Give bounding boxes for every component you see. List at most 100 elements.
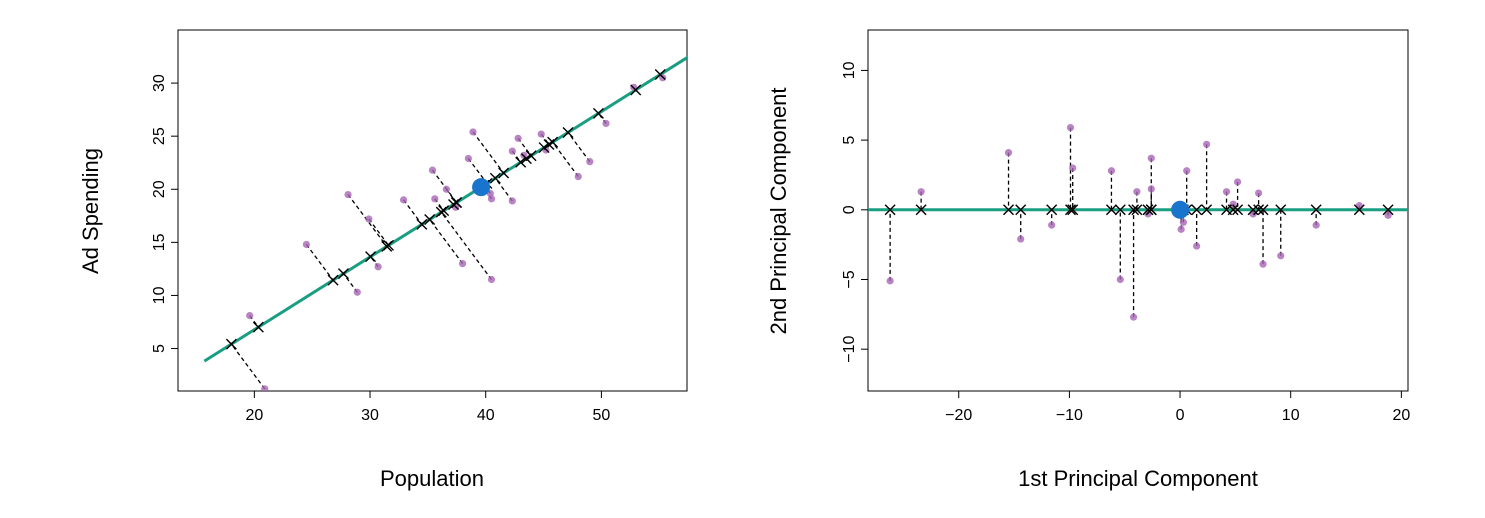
data-point: [508, 197, 516, 205]
projected-point-x-marker: [1065, 204, 1076, 216]
projected-point-x-marker: [1382, 204, 1394, 216]
projected-point-x-marker: [1275, 204, 1287, 216]
data-point: [1066, 123, 1075, 132]
data-point: [442, 185, 450, 193]
data-point: [374, 263, 382, 271]
projection-dashed-line: [552, 141, 579, 177]
projection-dashed-line: [230, 343, 266, 390]
left-panel-population-vs-ad-spending: Population Ad Spending 20 30 40 50 5 10 15 20 25…: [78, 29, 688, 491]
projected-point-x-marker: [1128, 204, 1140, 216]
data-point: [469, 128, 477, 136]
projection-dashed-line: [347, 194, 388, 247]
projected-point-x-marker: [630, 84, 642, 96]
projected-point-x-marker: [450, 197, 462, 209]
projected-point-x-marker: [252, 321, 264, 333]
projection-dashed-line: [368, 218, 390, 246]
projected-point-x-marker: [1253, 204, 1265, 216]
data-point: [1222, 188, 1231, 196]
projection-dashed-line: [403, 199, 423, 225]
projected-point-x-marker: [562, 126, 574, 138]
projected-point-x-marker: [1067, 204, 1079, 216]
x-tick-label: 20: [245, 407, 263, 424]
y-axis-label: 2nd Principal Component: [766, 87, 791, 334]
projected-point-x-marker: [1105, 204, 1117, 216]
projection-dashed-line: [472, 131, 505, 174]
projected-point-x-marker: [365, 251, 377, 263]
y-tick-label: 10: [841, 61, 858, 79]
projected-point-x-marker: [435, 206, 447, 218]
x-axis-label: 1st Principal Component: [1018, 466, 1258, 491]
mean-point: [472, 178, 491, 197]
y-tick-label: 10: [151, 286, 168, 304]
x-tick-label: 0: [1176, 407, 1185, 424]
right-panel-principal-components: 1st Principal Component 2nd Principal Co…: [766, 29, 1410, 491]
projected-point-x-marker: [1015, 204, 1027, 216]
data-point: [464, 154, 472, 163]
x-tick-label: 30: [361, 407, 379, 424]
projected-point-x-marker: [1142, 204, 1154, 216]
data-point: [917, 188, 925, 196]
data-point: [458, 259, 467, 268]
data-point: [586, 158, 594, 166]
data-point: [1259, 260, 1267, 268]
projected-point-x-marker: [1353, 204, 1365, 216]
data-point: [537, 130, 545, 138]
data-point: [1133, 188, 1141, 196]
projection-dashed-line: [467, 158, 488, 184]
projected-point-x-marker: [1046, 204, 1058, 216]
projected-point-x-marker: [448, 198, 460, 210]
projected-point-x-marker: [1227, 204, 1239, 216]
projection-dashed-line: [440, 211, 493, 280]
data-point: [1277, 252, 1285, 260]
x-tick-label: −10: [1056, 407, 1083, 424]
plot-frame: [177, 29, 688, 392]
data-point: [514, 134, 522, 142]
data-point: [1147, 154, 1155, 162]
projected-point-x-marker: [424, 213, 436, 225]
projected-point-x-marker: [416, 218, 428, 230]
data-point: [1183, 167, 1191, 175]
x-tick-label: 20: [1392, 407, 1410, 424]
data-point: [261, 385, 269, 391]
mean-point: [1171, 200, 1190, 219]
data-point: [246, 312, 254, 320]
projection-dashed-line: [342, 273, 358, 293]
projected-point-x-marker: [1114, 204, 1126, 216]
y-tick-label: −5: [841, 270, 858, 288]
projected-point-x-marker: [1232, 204, 1244, 216]
projected-point-x-marker: [515, 156, 527, 168]
data-point: [487, 275, 496, 284]
projection-dashed-line: [429, 219, 464, 264]
plot-area: [203, 55, 687, 391]
projected-point-x-marker: [1201, 204, 1213, 216]
projection-dashed-line: [305, 244, 334, 281]
projected-point-x-marker: [1257, 204, 1269, 216]
y-tick-label: 20: [151, 180, 168, 198]
data-point: [1177, 225, 1185, 233]
projected-point-x-marker: [520, 153, 532, 165]
data-point: [1179, 218, 1187, 226]
data-point: [508, 147, 516, 155]
data-point: [1017, 235, 1025, 243]
y-axis-label: Ad Spending: [78, 148, 103, 274]
x-tick-label: −20: [945, 407, 972, 424]
projected-point-x-marker: [547, 136, 559, 148]
data-point: [1233, 178, 1242, 186]
projected-point-x-marker: [498, 167, 510, 179]
projected-point-x-marker: [654, 69, 666, 81]
projected-point-x-marker: [1310, 204, 1322, 216]
x-axis-label: Population: [380, 466, 484, 491]
x-tick-label: 50: [592, 407, 610, 424]
plot-area: [868, 123, 1408, 321]
data-point: [1116, 275, 1124, 284]
x-tick-label: 40: [477, 407, 495, 424]
data-point: [1107, 167, 1116, 175]
projected-point-x-marker: [1131, 204, 1143, 216]
data-point: [1069, 164, 1077, 172]
projected-point-x-marker: [383, 239, 395, 251]
projected-point-x-marker: [225, 338, 237, 350]
data-point: [574, 172, 582, 181]
y-tick-label: 30: [151, 74, 168, 92]
data-point: [1129, 313, 1138, 321]
